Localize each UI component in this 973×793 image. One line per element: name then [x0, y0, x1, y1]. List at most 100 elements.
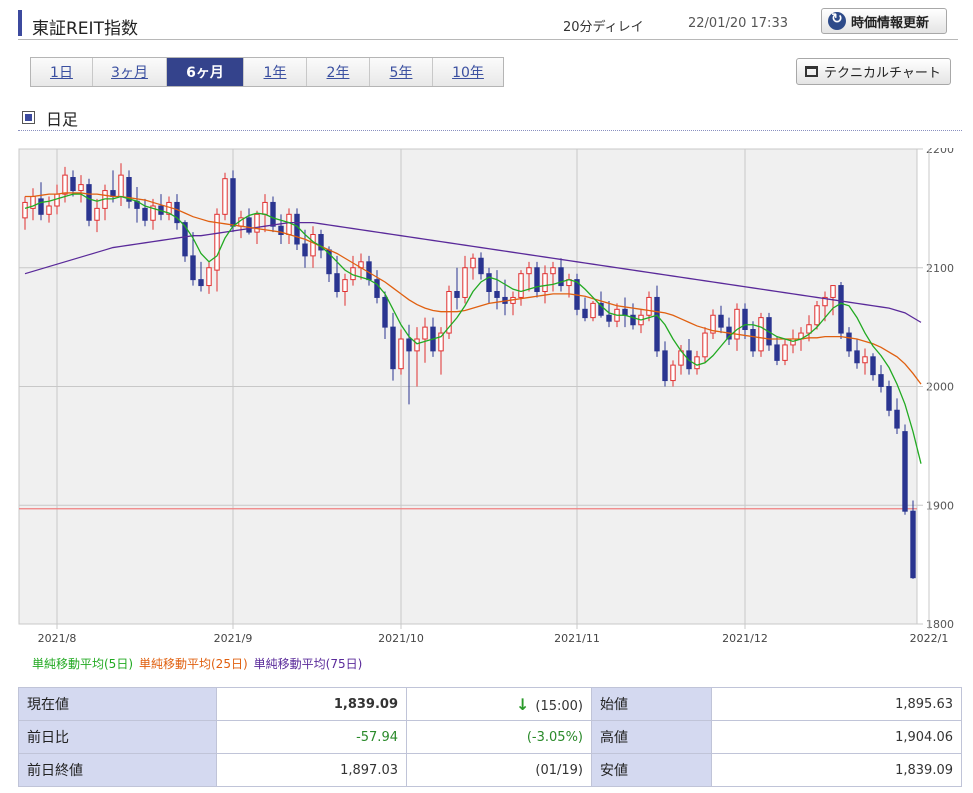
- candle-body: [302, 243, 308, 257]
- prev-close-date: (01/19): [406, 753, 592, 787]
- candle-body: [870, 356, 876, 376]
- candle-body: [886, 386, 892, 411]
- candle-body: [54, 193, 60, 207]
- candle-body: [310, 234, 316, 257]
- candle-body: [670, 364, 676, 382]
- candle-body: [774, 344, 780, 361]
- down-arrow-icon: ↓: [515, 694, 530, 714]
- current-value: 1,839.09: [216, 687, 407, 721]
- candle-body: [750, 329, 756, 352]
- candle-body: [558, 267, 564, 287]
- candle-body: [398, 338, 404, 370]
- high-value: 1,904.06: [711, 720, 962, 754]
- candle-body: [742, 308, 748, 330]
- tab-3m[interactable]: 3ヶ月: [93, 58, 167, 86]
- candle-body: [478, 257, 484, 275]
- x-tick-label: 2021/11: [554, 632, 600, 645]
- y-tick-label: 2000: [926, 381, 954, 394]
- candle-body: [470, 257, 476, 269]
- candle-body: [806, 324, 812, 334]
- x-tick-label: 2021/10: [378, 632, 424, 645]
- candle-body: [518, 273, 524, 298]
- candle-body: [270, 201, 276, 227]
- candle-body: [294, 213, 300, 245]
- candle-body: [902, 431, 908, 512]
- window-icon: [805, 66, 818, 77]
- candle-body: [222, 178, 228, 215]
- y-tick-label: 2100: [926, 262, 954, 275]
- low-value: 1,839.09: [711, 753, 962, 787]
- candle-body: [366, 261, 372, 281]
- x-tick-label: 2021/8: [38, 632, 77, 645]
- quote-table: 現在値 1,839.09 ↓ (15:00) 始値 1,895.63 前日比 -5…: [18, 687, 962, 787]
- candle-body: [318, 234, 324, 251]
- candle-body: [278, 225, 284, 235]
- candle-body: [606, 314, 612, 322]
- ma25-line: [25, 192, 922, 385]
- candle-body: [830, 285, 836, 298]
- current-time: (15:00): [535, 698, 583, 714]
- y-tick-label: 1900: [926, 499, 954, 512]
- table-row: 前日比 -57.94 (-3.05%) 高値 1,904.06: [18, 720, 962, 754]
- candle-body: [550, 267, 556, 275]
- candle-body: [710, 314, 716, 334]
- chart-legend: 単純移動平均(5日) 単純移動平均(25日) 単純移動平均(75日): [32, 655, 362, 672]
- change-value: -57.94: [216, 720, 407, 754]
- candle-body: [38, 198, 44, 215]
- candle-body: [542, 273, 548, 292]
- candle-body: [406, 338, 412, 352]
- tab-2y[interactable]: 2年: [307, 58, 370, 86]
- candle-body: [622, 308, 628, 316]
- update-quote-button[interactable]: 時価情報更新: [821, 8, 947, 34]
- candle-body: [694, 356, 700, 370]
- legend-ma75: 単純移動平均(75日): [253, 657, 363, 671]
- period-tabs: 1日 3ヶ月 6ヶ月 1年 2年 5年 10年: [30, 57, 504, 87]
- candle-body: [198, 279, 204, 287]
- candle-body: [438, 332, 444, 352]
- candle-body: [662, 350, 668, 382]
- candle-body: [206, 267, 212, 287]
- candle-body: [78, 184, 84, 192]
- candle-body: [126, 177, 132, 202]
- delay-notice: 20分ディレイ: [563, 20, 644, 35]
- y-tick-label: 2200: [926, 148, 954, 156]
- candle-body: [534, 267, 540, 292]
- prev-close-label: 前日終値: [18, 753, 217, 787]
- candle-body: [22, 201, 28, 219]
- tab-1d[interactable]: 1日: [31, 58, 93, 86]
- candle-body: [654, 296, 660, 352]
- x-tick-label: 2021/9: [214, 632, 253, 645]
- candle-body: [334, 273, 340, 292]
- tab-5y[interactable]: 5年: [370, 58, 433, 86]
- candle-body: [230, 178, 236, 227]
- candle-body: [214, 213, 220, 271]
- open-label: 始値: [591, 687, 712, 721]
- candle-body: [582, 308, 588, 319]
- tab-10y[interactable]: 10年: [433, 58, 503, 86]
- y-tick-label: 1800: [926, 618, 954, 631]
- candle-body: [174, 201, 180, 224]
- prev-close-value: 1,897.03: [216, 753, 407, 787]
- candle-body: [46, 205, 52, 215]
- candle-body: [598, 302, 604, 316]
- candle-body: [150, 205, 156, 221]
- candle-body: [390, 326, 396, 370]
- tab-1y[interactable]: 1年: [244, 58, 307, 86]
- candle-body: [414, 338, 420, 352]
- ma5-line: [24, 193, 922, 464]
- candle-body: [630, 314, 636, 326]
- candle-body: [86, 184, 92, 221]
- table-row: 現在値 1,839.09 ↓ (15:00) 始値 1,895.63: [18, 687, 962, 721]
- technical-chart-button[interactable]: テクニカルチャート: [796, 58, 951, 85]
- candle-body: [262, 201, 268, 215]
- candle-body: [182, 222, 188, 257]
- candle-body: [758, 317, 764, 352]
- candle-body: [814, 305, 820, 326]
- candle-body: [702, 332, 708, 358]
- tab-6m[interactable]: 6ヶ月: [167, 58, 244, 86]
- candle-body: [454, 291, 460, 298]
- candle-body: [110, 190, 116, 197]
- chart-svg: 1800 1900 2000 2100 2200 2021/8 2021/9 2021/10 2…: [18, 143, 954, 645]
- section-heading: 日足: [18, 103, 962, 131]
- high-label: 高値: [591, 720, 712, 754]
